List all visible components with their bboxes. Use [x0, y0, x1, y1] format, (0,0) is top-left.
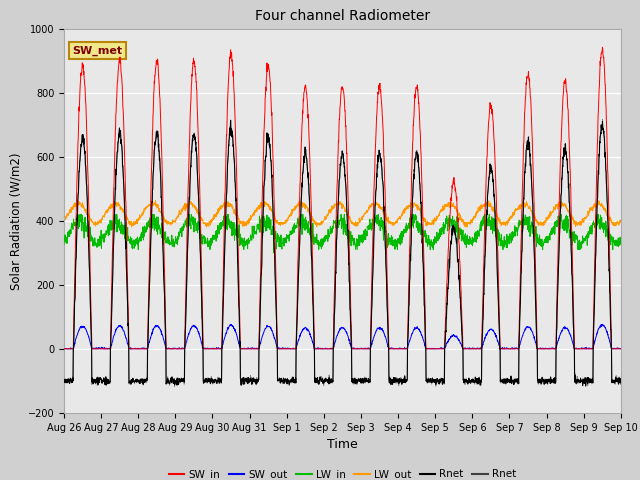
- X-axis label: Time: Time: [327, 438, 358, 451]
- Legend: SW_in, SW_out, LW_in, LW_out, Rnet, Rnet: SW_in, SW_out, LW_in, LW_out, Rnet, Rnet: [164, 465, 520, 480]
- Y-axis label: Solar Radiation (W/m2): Solar Radiation (W/m2): [9, 152, 22, 289]
- Title: Four channel Radiometer: Four channel Radiometer: [255, 10, 430, 24]
- Text: SW_met: SW_met: [72, 46, 122, 56]
